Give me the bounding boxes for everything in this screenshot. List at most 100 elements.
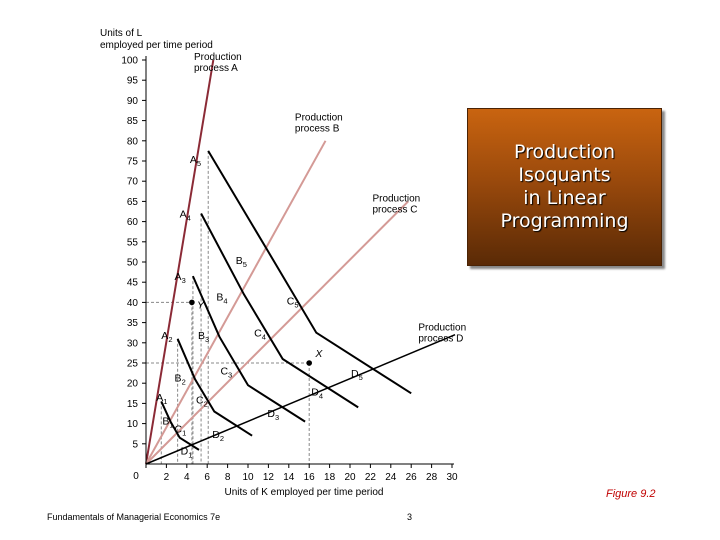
x-tick-label: 8 — [225, 472, 231, 483]
isoquant-line — [160, 400, 200, 451]
x-tick-label: 26 — [406, 472, 418, 483]
x-tick-label: 20 — [344, 472, 356, 483]
point-label: C1 — [175, 423, 187, 437]
y-tick-label: 100 — [121, 56, 138, 67]
page-number: 3 — [407, 512, 413, 522]
isoquant-line — [207, 150, 412, 395]
point-label: A5 — [190, 154, 201, 168]
highlight-point-label: Y — [197, 299, 205, 311]
y-tick-label: 65 — [127, 197, 139, 208]
point-label: D4 — [311, 386, 323, 400]
point-label: B2 — [175, 373, 186, 387]
x-tick-label: 22 — [365, 472, 377, 483]
x-tick-label: 12 — [263, 472, 275, 483]
point-label-letter: C — [254, 328, 262, 340]
point-label-subscript: 1 — [188, 451, 192, 460]
point-label-subscript: 5 — [359, 373, 363, 382]
point-label: A3 — [175, 271, 186, 285]
y-tick-label: 90 — [127, 96, 139, 107]
y-tick-label: 50 — [127, 258, 139, 269]
ray-label-line: Production — [418, 323, 466, 334]
highlight-point-label: X — [314, 348, 323, 360]
production-ray — [145, 334, 456, 465]
point-label-subscript: 5 — [294, 300, 298, 309]
point-label: A4 — [180, 209, 191, 223]
y-tick-label: 70 — [127, 177, 139, 188]
x-tick-label: 0 — [133, 471, 139, 482]
y-tick-label: 60 — [127, 217, 139, 228]
point-label-subscript: 4 — [262, 333, 266, 342]
point-label-letter: A — [180, 209, 187, 221]
ray-label: Production process D — [418, 323, 466, 345]
x-tick-label: 16 — [304, 472, 316, 483]
x-tick-label: 14 — [283, 472, 295, 483]
point-label-subscript: 3 — [275, 413, 279, 422]
x-tick-label: 6 — [204, 472, 210, 483]
ray-label-line: process A — [194, 63, 238, 74]
isoquant-line — [176, 338, 253, 437]
point-label: B5 — [236, 255, 247, 269]
x-tick-label: 10 — [242, 472, 254, 483]
ray-label-line: Production — [194, 52, 242, 63]
ray-label-line: Production — [295, 113, 343, 124]
point-label-subscript: 2 — [204, 399, 208, 408]
x-axis-label: Units of K employed per time period — [225, 487, 384, 498]
y-tick-label: 45 — [127, 278, 139, 289]
point-label-subscript: 5 — [243, 260, 247, 269]
point-label: A1 — [156, 392, 167, 406]
point-label-subscript: 4 — [187, 214, 191, 223]
y-tick-label: 75 — [127, 157, 139, 168]
point-label: A2 — [161, 330, 172, 344]
point-label: B1 — [162, 415, 173, 429]
point-label-letter: C — [220, 365, 228, 377]
production-ray — [145, 200, 409, 465]
point-label: C4 — [254, 328, 266, 342]
ray-label: Production process A — [194, 52, 242, 74]
point-label-letter: B — [175, 373, 182, 385]
footer-book-title: Fundamentals of Managerial Economics 7e — [47, 512, 221, 522]
point-label-subscript: 4 — [223, 296, 227, 305]
point-label: C5 — [287, 295, 299, 309]
point-label-subscript: 2 — [168, 335, 172, 344]
y-tick-label: 80 — [127, 136, 139, 147]
ray-label: Production process B — [295, 113, 343, 135]
y-tick-label: 85 — [127, 116, 139, 127]
point-label-subscript: 3 — [228, 370, 232, 379]
point-label-letter: B — [162, 415, 169, 427]
ray-label-line: process D — [418, 334, 463, 345]
y-tick-label: 95 — [127, 76, 139, 87]
highlight-point-dot — [189, 299, 195, 306]
point-label-letter: D — [311, 386, 319, 398]
point-label-subscript: 4 — [319, 391, 323, 400]
point-label-subscript: 1 — [163, 397, 167, 406]
x-tick-label: 28 — [426, 472, 438, 483]
y-tick-label: 15 — [127, 399, 139, 410]
y-tick-label: 40 — [127, 298, 139, 309]
x-tick-label: 18 — [324, 472, 336, 483]
title-box: Production Isoquants in Linear Programmi… — [467, 108, 662, 266]
y-tick-label: 30 — [127, 338, 139, 349]
point-label-letter: D — [212, 429, 220, 441]
ray-label-line: process B — [295, 124, 340, 135]
y-tick-label: 55 — [127, 237, 139, 248]
point-label-subscript: 1 — [182, 428, 186, 437]
point-label-letter: C — [196, 394, 204, 406]
point-label: C3 — [220, 365, 232, 379]
ray-label-line: Production — [372, 193, 420, 204]
y-tick-label: 20 — [127, 379, 139, 390]
y-tick-label: 35 — [127, 318, 139, 329]
point-label-letter: A — [156, 392, 163, 404]
y-tick-label: 25 — [127, 359, 139, 370]
point-label-letter: D — [181, 446, 189, 458]
x-tick-label: 30 — [446, 472, 458, 483]
point-label-subscript: 2 — [220, 434, 224, 443]
point-label: B4 — [216, 291, 227, 305]
ray-label-line: process C — [372, 204, 417, 215]
point-label-subscript: 5 — [197, 159, 201, 168]
point-label: D3 — [267, 408, 279, 422]
y-tick-label: 10 — [127, 419, 139, 430]
point-label-subscript: 1 — [169, 420, 173, 429]
y-axis-label-line: employed per time period — [100, 40, 213, 51]
